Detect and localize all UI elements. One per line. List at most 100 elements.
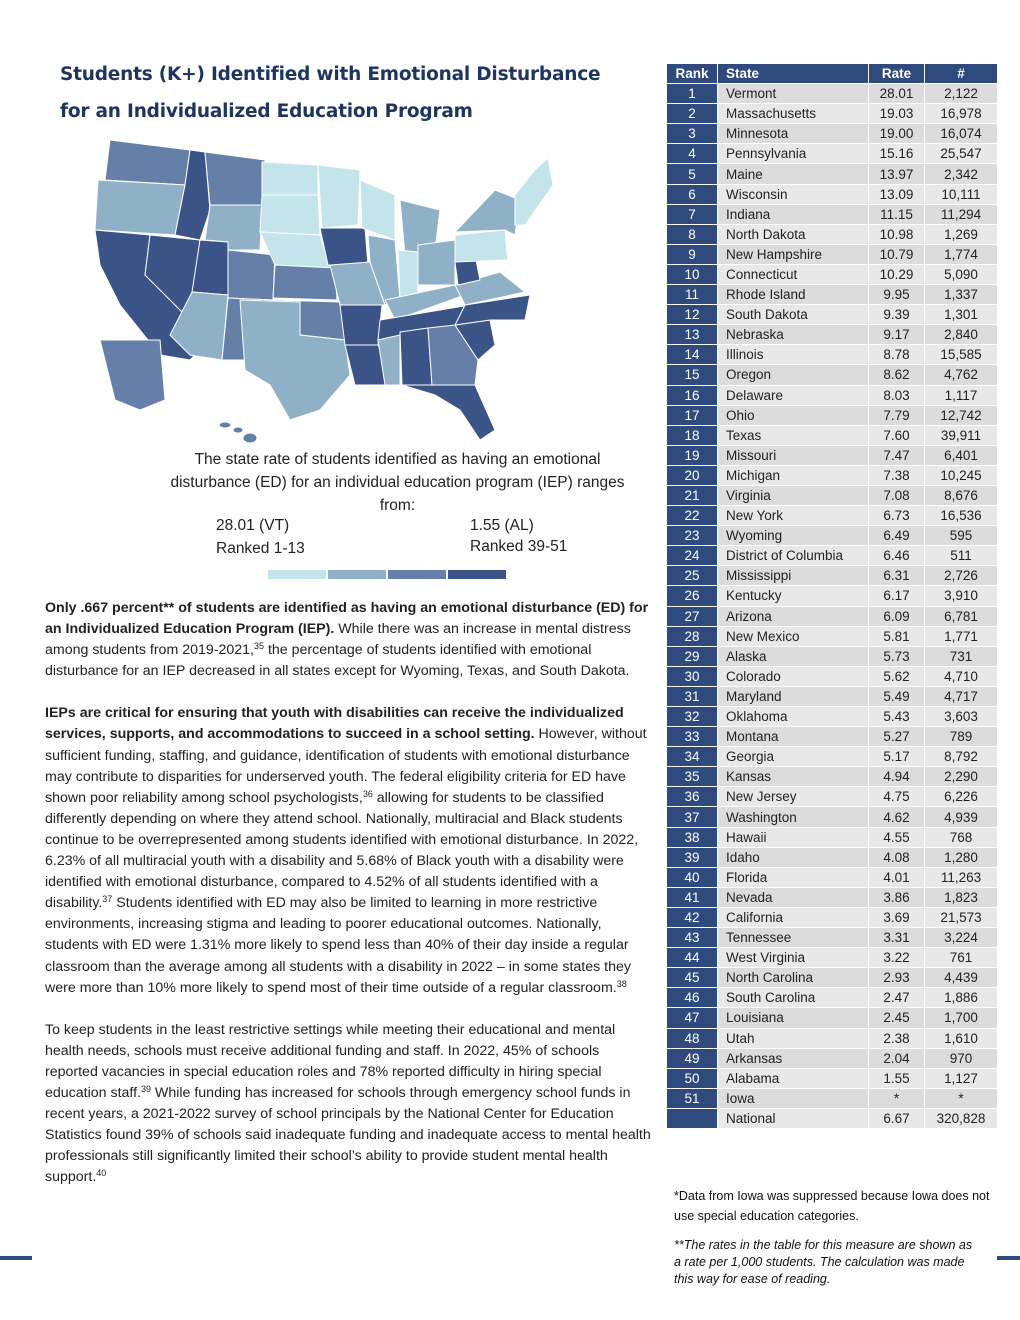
- cell: 789: [924, 726, 998, 748]
- cell: 10.98: [868, 223, 925, 245]
- swatch: [328, 570, 386, 579]
- cell: Illinois: [717, 344, 869, 366]
- cell: Maine: [717, 163, 869, 185]
- cell: Alaska: [717, 645, 869, 667]
- cell: 9: [666, 243, 718, 265]
- column-header: Rank: [666, 62, 718, 85]
- cell: 9.39: [868, 304, 925, 326]
- citation: 39: [140, 1083, 151, 1094]
- cell: District of Columbia: [717, 545, 869, 567]
- cell: North Dakota: [717, 223, 869, 245]
- cell: 29: [666, 645, 718, 667]
- cell: New Jersey: [717, 786, 869, 808]
- cell: 768: [924, 826, 998, 848]
- table-row: 15 Oregon 8.62 4,762: [666, 364, 998, 386]
- cell: 46: [666, 987, 718, 1009]
- legend-high-rank: Ranked 1-13: [216, 540, 305, 557]
- table-row: 18 Texas 7.60 39,911: [666, 424, 998, 446]
- cell: New York: [717, 505, 869, 527]
- cell: Wisconsin: [717, 183, 869, 205]
- table-row: 35 Kansas 4.94 2,290: [666, 766, 998, 788]
- table-row: 45 North Carolina 2.93 4,439: [666, 967, 998, 989]
- cell: 8.78: [868, 344, 925, 366]
- cell: Massachusetts: [717, 103, 869, 125]
- cell: 5.73: [868, 645, 925, 667]
- cell: North Carolina: [717, 967, 869, 989]
- cell: 49: [666, 1047, 718, 1069]
- cell: 8.62: [868, 364, 925, 386]
- cell: 17: [666, 404, 718, 426]
- cell: Florida: [717, 866, 869, 888]
- cell: 6.17: [868, 585, 925, 607]
- rank-table: Rank State Rate #1 Vermont 28.01 2,122 2 Massach…: [666, 62, 998, 1129]
- cell: California: [717, 906, 869, 929]
- cell: [666, 1107, 718, 1129]
- cell: Virginia: [717, 484, 869, 507]
- cell: Louisiana: [717, 1007, 869, 1029]
- cell: 595: [924, 525, 998, 547]
- title: for an Individualized Education Program: [60, 101, 473, 122]
- cell: 7.47: [868, 444, 925, 466]
- cell: 10.29: [868, 263, 925, 286]
- cell: 8,792: [924, 746, 998, 768]
- cell: Utah: [717, 1027, 869, 1049]
- text: allowing for students to be classified d…: [45, 789, 639, 912]
- cell: 50: [666, 1067, 718, 1089]
- states: [94, 139, 554, 444]
- cell: 4.55: [868, 826, 925, 848]
- cell: *: [924, 1087, 998, 1109]
- table-row: 4 Pennsylvania 15.16 25,547: [666, 143, 998, 165]
- cell: 25: [666, 565, 718, 587]
- cell: 32: [666, 705, 718, 728]
- table-row: 2 Massachusetts 19.03 16,978: [666, 103, 998, 125]
- cell: 34: [666, 746, 718, 768]
- cell: 15.16: [868, 143, 925, 165]
- cell: 6.46: [868, 545, 925, 567]
- cell: 1,774: [924, 243, 998, 265]
- table-row: 11 Rhode Island 9.95 1,337: [666, 284, 998, 306]
- cell: 5.49: [868, 685, 925, 708]
- table-row: 21 Virginia 7.08 8,676: [666, 484, 998, 507]
- us-map: [94, 139, 554, 444]
- table-row: 49 Arkansas 2.04 970: [666, 1047, 998, 1069]
- paragraph: IEPs are critical for ensuring that yout…: [45, 703, 655, 998]
- cell: 2,290: [924, 766, 998, 788]
- cell: Tennessee: [717, 927, 869, 949]
- cell: New Hampshire: [717, 243, 869, 265]
- swatch: [268, 570, 326, 579]
- table-row: 47 Louisiana 2.45 1,700: [666, 1007, 998, 1029]
- cell: 3,224: [924, 927, 998, 949]
- bold-text: Only .667 percent** of students are iden…: [45, 600, 649, 638]
- table-row: 50 Alabama 1.55 1,127: [666, 1067, 998, 1089]
- cell: Oregon: [717, 364, 869, 386]
- cell: 6,226: [924, 786, 998, 808]
- cell: Colorado: [717, 665, 869, 687]
- cell: 511: [924, 545, 998, 567]
- national-row: National 6.67 320,828: [666, 1107, 998, 1129]
- cell: 1.55: [868, 1067, 925, 1089]
- cell: 19.00: [868, 123, 925, 145]
- cell: 1,771: [924, 625, 998, 647]
- table-row: 37 Washington 4.62 4,939: [666, 806, 998, 828]
- table-row: 29 Alaska 5.73 731: [666, 645, 998, 667]
- cell: 3.86: [868, 886, 925, 908]
- cell: Georgia: [717, 746, 869, 768]
- table-row: 38 Hawaii 4.55 768: [666, 826, 998, 848]
- paragraph: Only .667 percent** of students are iden…: [45, 598, 655, 682]
- cell: 5.17: [868, 746, 925, 768]
- cell: 33: [666, 726, 718, 748]
- paragraph: To keep students in the least restrictiv…: [45, 1020, 655, 1189]
- cell: 45: [666, 967, 718, 989]
- table-row: 42 California 3.69 21,573: [666, 906, 998, 929]
- citation: 36: [362, 788, 373, 799]
- cell: 6,401: [924, 444, 998, 466]
- table-row: 8 North Dakota 10.98 1,269: [666, 223, 998, 245]
- cell: 320,828: [924, 1107, 998, 1129]
- cell: 1,301: [924, 304, 998, 326]
- cell: 5.27: [868, 726, 925, 748]
- title: Students (K+) Identified with Emotional …: [60, 64, 601, 85]
- cell: 1,700: [924, 1007, 998, 1029]
- cell: 3,603: [924, 705, 998, 728]
- cell: 761: [924, 947, 998, 969]
- cell: 4.08: [868, 846, 925, 868]
